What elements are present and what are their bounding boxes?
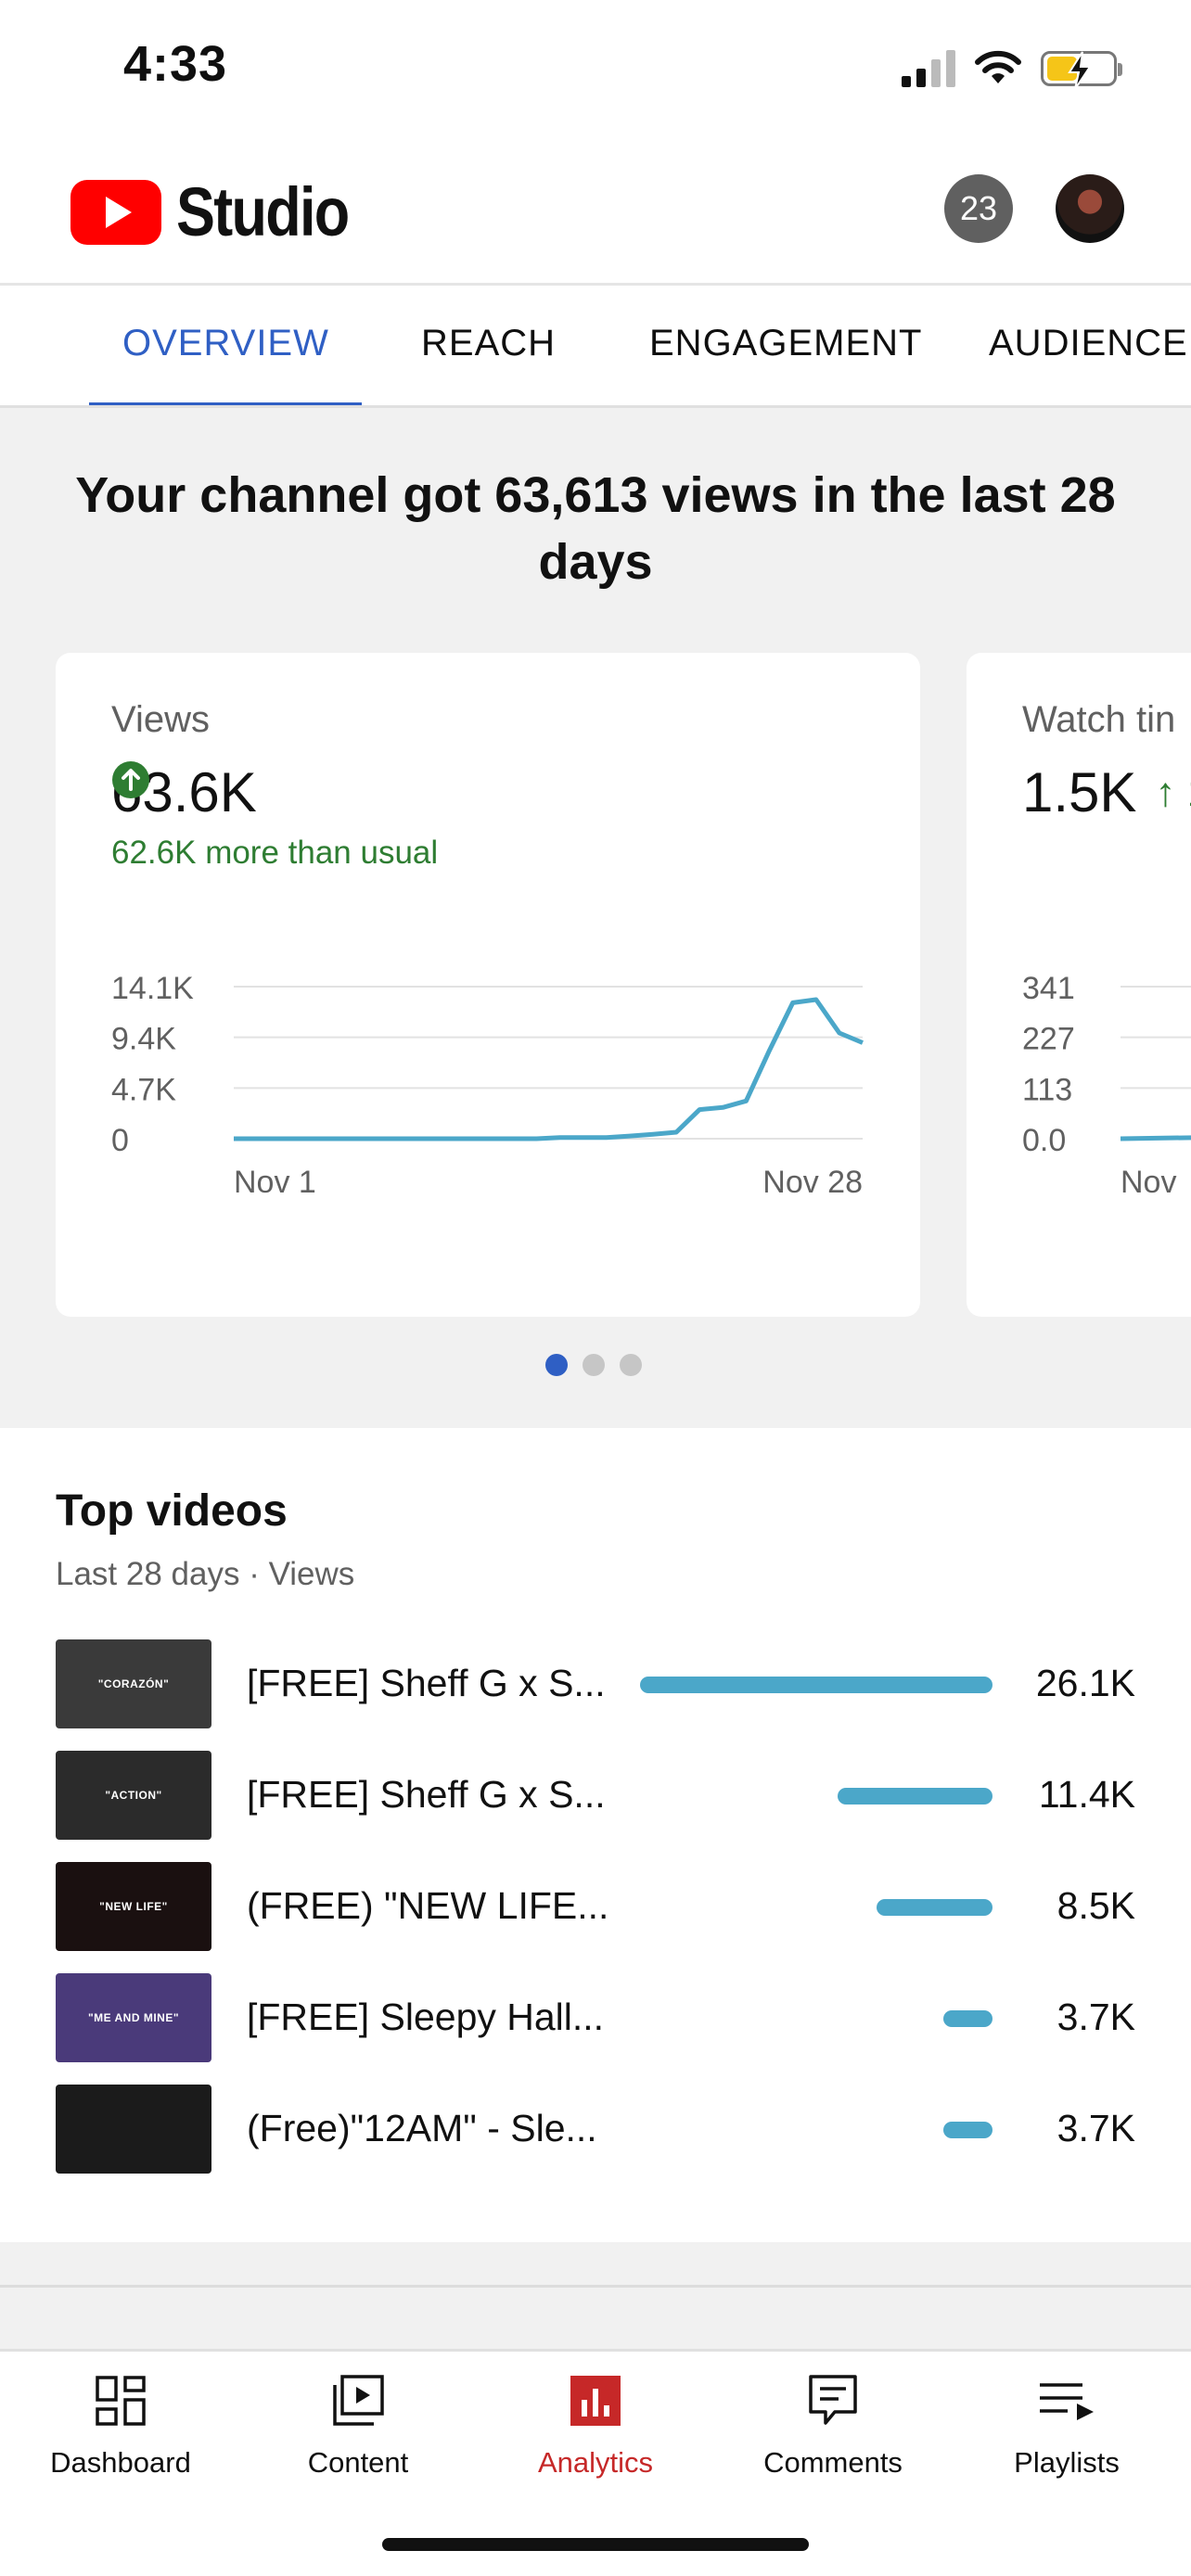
account-avatar[interactable] xyxy=(1056,174,1124,243)
tab-audience[interactable]: AUDIENCE xyxy=(989,323,1188,363)
pager-dot[interactable] xyxy=(545,1354,568,1376)
card-pager[interactable] xyxy=(545,1354,642,1376)
video-title: (FREE) "NEW LIFE... xyxy=(247,1884,609,1927)
views-share-bar xyxy=(838,1788,992,1804)
pager-dot[interactable] xyxy=(583,1354,605,1376)
y-tick-label: 4.7K xyxy=(111,1072,176,1107)
top-video-row[interactable]: "ACTION" [FREE] Sheff G x S... 11.4K xyxy=(56,1751,1135,1840)
video-thumbnail[interactable]: "ACTION" xyxy=(56,1751,211,1840)
y-tick-label: 0 xyxy=(111,1123,129,1158)
views-delta: 62.6K more than usual xyxy=(111,835,439,871)
nav-dashboard[interactable]: Dashboard xyxy=(2,2368,239,2480)
app-header: Studio 23 xyxy=(0,130,1191,286)
video-views-count: 11.4K xyxy=(1038,1773,1135,1816)
youtube-play-icon xyxy=(70,179,161,245)
overview-headline: Your channel got 63,613 views in the las… xyxy=(75,467,1116,590)
nav-content[interactable]: Content xyxy=(239,2368,477,2480)
views-card[interactable]: Views 63.6K 62.6K more than usual 14.1K 9… xyxy=(56,653,920,1317)
x-tick-label: Nov xyxy=(1121,1165,1176,1200)
top-videos-title: Top videos xyxy=(56,1486,288,1536)
video-views-count: 26.1K xyxy=(1035,1662,1135,1704)
tab-overview[interactable]: OVERVIEW xyxy=(122,323,329,363)
dashboard-icon xyxy=(96,2376,146,2426)
nav-playlists-label: Playlists xyxy=(1014,2446,1120,2479)
section-gap xyxy=(0,2288,1191,2349)
top-video-row[interactable]: (Free)"12AM" - Sle... 3.7K xyxy=(56,2085,1135,2174)
video-thumbnail[interactable]: "NEW LIFE" xyxy=(56,1862,211,1951)
home-indicator[interactable] xyxy=(382,2538,809,2551)
cellular-signal-icon xyxy=(902,50,955,87)
top-videos-subtitle: Last 28 days · Views xyxy=(56,1556,355,1592)
video-views-count: 3.7K xyxy=(1057,2107,1135,2149)
watch-time-line-chart: 341 227 113 0.0 Nov xyxy=(1022,971,1191,1200)
views-share-bar xyxy=(943,2122,992,2138)
y-tick-label: 9.4K xyxy=(111,1022,176,1057)
views-line-chart: 14.1K 9.4K 4.7K 0 Nov 1 Nov 28 xyxy=(111,971,864,1200)
status-time: 4:33 xyxy=(123,36,228,92)
watch-time-series-line xyxy=(1120,1135,1191,1141)
tab-reach[interactable]: REACH xyxy=(421,323,557,363)
y-tick-label: 14.1K xyxy=(111,971,194,1006)
watch-time-card[interactable]: Watch tin 1.5K ↑ 1 341 227 113 0.0 Nov xyxy=(967,653,1191,1317)
y-tick-label: 113 xyxy=(1022,1072,1072,1107)
analytics-tabs: OVERVIEW REACH ENGAGEMENT AUDIENCE xyxy=(0,286,1191,408)
content-icon xyxy=(333,2375,384,2426)
section-gap xyxy=(0,2242,1191,2287)
top-video-row[interactable]: "ME AND MINE" [FREE] Sleepy Hall... 3.7K xyxy=(56,1973,1135,2062)
x-tick-label: Nov 28 xyxy=(762,1165,863,1200)
wifi-icon xyxy=(975,50,1021,83)
nav-analytics[interactable]: Analytics xyxy=(477,2368,714,2480)
video-thumbnail[interactable]: "ME AND MINE" xyxy=(56,1973,211,2062)
app-name: Studio xyxy=(176,173,350,250)
video-views-count: 3.7K xyxy=(1057,1996,1135,2038)
top-video-row[interactable]: "NEW LIFE" (FREE) "NEW LIFE... 8.5K xyxy=(56,1862,1135,1951)
battery-icon xyxy=(1041,51,1122,90)
views-share-bar xyxy=(943,2010,992,2027)
nav-comments-label: Comments xyxy=(763,2446,903,2479)
nav-comments[interactable]: Comments xyxy=(714,2368,952,2480)
video-title: [FREE] Sheff G x S... xyxy=(247,1662,606,1704)
x-tick-label: Nov 1 xyxy=(234,1165,316,1200)
overview-section: Your channel got 63,613 views in the las… xyxy=(0,408,1191,1428)
video-views-count: 8.5K xyxy=(1057,1884,1135,1927)
views-series-line xyxy=(234,997,864,1141)
video-title: [FREE] Sheff G x S... xyxy=(247,1773,606,1816)
y-tick-label: 227 xyxy=(1022,1022,1075,1057)
pager-dot[interactable] xyxy=(620,1354,642,1376)
nav-playlists[interactable]: Playlists xyxy=(948,2368,1185,2480)
y-tick-label: 0.0 xyxy=(1022,1123,1066,1158)
nav-content-label: Content xyxy=(307,2446,409,2479)
views-share-bar xyxy=(640,1677,992,1693)
playlists-icon xyxy=(1040,2383,1094,2420)
views-share-bar xyxy=(877,1899,992,1916)
views-label: Views xyxy=(111,699,210,740)
top-videos-section: Top videos Last 28 days · Views "CORAZÓN… xyxy=(0,1428,1191,2242)
active-tab-indicator xyxy=(89,402,362,405)
nav-analytics-label: Analytics xyxy=(537,2446,654,2479)
video-title: [FREE] Sleepy Hall... xyxy=(247,1996,605,2038)
video-thumbnail[interactable]: "CORAZÓN" xyxy=(56,1639,211,1728)
top-video-row[interactable]: "CORAZÓN" [FREE] Sheff G x S... 26.1K xyxy=(56,1639,1135,1728)
video-title: (Free)"12AM" - Sle... xyxy=(247,2107,597,2149)
comments-icon xyxy=(809,2375,857,2425)
video-thumbnail[interactable] xyxy=(56,2085,211,2174)
status-bar: 4:33 xyxy=(0,0,1191,130)
watch-time-label: Watch tin xyxy=(1022,699,1176,740)
watch-time-trend: ↑ 1 xyxy=(1155,769,1191,815)
trend-up-circle-icon xyxy=(112,761,149,798)
watch-time-value: 1.5K xyxy=(1022,761,1137,823)
y-tick-label: 341 xyxy=(1022,971,1075,1006)
tab-engagement[interactable]: ENGAGEMENT xyxy=(649,323,923,363)
divider xyxy=(0,2285,1191,2288)
youtube-studio-logo[interactable]: Studio xyxy=(70,172,378,251)
notifications-badge[interactable]: 23 xyxy=(944,174,1013,243)
analytics-icon xyxy=(570,2376,621,2426)
nav-dashboard-label: Dashboard xyxy=(50,2446,191,2479)
